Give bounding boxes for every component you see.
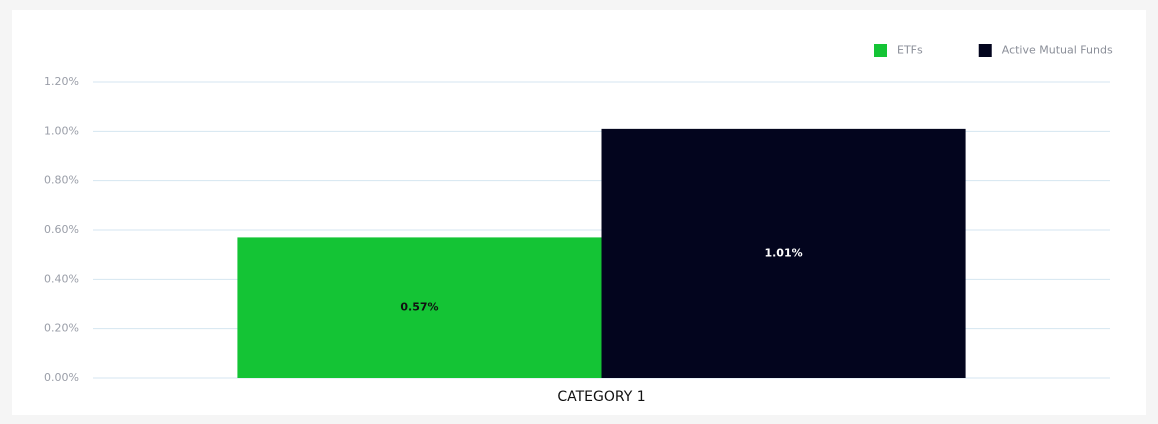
legend-swatch <box>978 44 992 57</box>
y-tick-label: 0.40% <box>44 272 79 285</box>
legend-label: Active Mutual Funds <box>1002 44 1113 57</box>
y-tick-label: 1.20% <box>44 75 79 88</box>
x-tick-label: CATEGORY 1 <box>557 389 645 405</box>
y-tick-label: 0.60% <box>44 223 79 236</box>
y-tick-label: 0.00% <box>44 371 79 384</box>
bar <box>601 128 966 378</box>
y-tick-label: 1.00% <box>44 124 79 137</box>
bar <box>237 237 602 378</box>
value-label: 0.57% <box>400 301 438 314</box>
legend-swatch <box>874 44 887 57</box>
y-tick-label: 0.20% <box>44 322 79 335</box>
y-tick-label: 0.80% <box>44 174 79 187</box>
legend-label: ETFs <box>897 44 923 57</box>
value-label: 1.01% <box>764 246 802 259</box>
